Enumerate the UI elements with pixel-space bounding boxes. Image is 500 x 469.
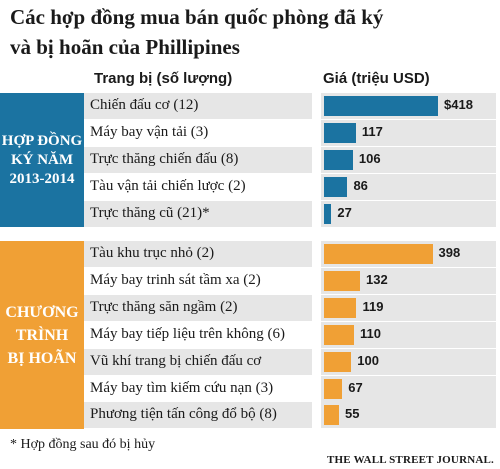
bar-row: Chiến đấu cơ (12) $418	[84, 93, 496, 119]
bar	[324, 297, 357, 318]
bar-track	[321, 402, 496, 429]
bar	[324, 149, 353, 170]
bar-row: Tàu khu trục nhỏ (2) 398	[84, 241, 496, 267]
bar	[324, 270, 360, 291]
category-label: Trực thăng cũ (21)*	[90, 204, 210, 221]
band-line: CHƯƠNG	[5, 303, 79, 321]
category-label: Trực thăng săn ngầm (2)	[90, 298, 238, 315]
bar-track	[321, 173, 496, 200]
category-label: Chiến đấu cơ (12)	[90, 97, 199, 113]
bar-row: Trực thăng chiến đấu (8) 106	[84, 146, 496, 173]
row-background	[84, 200, 312, 227]
category-label: Máy bay tiếp liệu trên không (6)	[90, 325, 285, 342]
band-line: HỢP ĐỒNG	[1, 132, 83, 149]
value-label: 67	[348, 379, 363, 395]
footnote: * Hợp đồng sau đó bị hủy	[10, 437, 156, 452]
bar-row: Tàu vận tải chiến lược (2) 86	[84, 173, 496, 200]
value-label: 110	[360, 325, 381, 341]
band-line: KÝ NĂM	[10, 151, 74, 168]
bar-row: Máy bay tiếp liệu trên không (6) 110	[84, 321, 496, 348]
row-background	[84, 348, 312, 375]
row-background	[84, 321, 312, 348]
bar-row: Vũ khí trang bị chiến đấu cơ 100	[84, 348, 496, 375]
category-label: Máy bay vận tải (3)	[90, 123, 209, 140]
row-background	[84, 119, 312, 146]
row-background	[84, 294, 312, 321]
bar	[324, 203, 332, 224]
source-credit: THE WALL STREET JOURNAL.	[326, 454, 494, 466]
bar	[324, 244, 433, 264]
bar	[324, 405, 339, 426]
bar-track	[321, 200, 496, 227]
category-label: Tàu vận tải chiến lược (2)	[90, 177, 246, 194]
row-background	[84, 267, 312, 294]
bar-track	[321, 375, 496, 402]
category-label: Máy bay tìm kiếm cứu nạn (3)	[90, 379, 274, 396]
bar-row: Trực thăng cũ (21)* 27	[84, 200, 496, 227]
value-label: 106	[358, 150, 381, 166]
category-label: Máy bay trinh sát tầm xa (2)	[90, 271, 261, 288]
title-line-2: và bị hoãn của Phillipines	[10, 35, 240, 59]
value-label: 27	[337, 204, 352, 220]
band-line: 2013-2014	[9, 170, 75, 187]
band-line: TRÌNH	[15, 326, 69, 344]
band-line: BỊ HOÃN	[7, 349, 77, 367]
title-line-1: Các hợp đồng mua bán quốc phòng đã ký	[10, 5, 384, 29]
row-background	[84, 241, 312, 267]
row-background	[84, 375, 312, 402]
price-column-header: Giá (triệu USD)	[323, 70, 430, 87]
category-label: Phương tiện tấn công đổ bộ (8)	[90, 406, 277, 423]
category-label: Tàu khu trục nhỏ (2)	[90, 245, 215, 261]
bar	[324, 96, 438, 116]
bar	[324, 324, 354, 345]
value-label: 398	[438, 245, 461, 260]
value-label: 55	[345, 406, 360, 422]
items-column-header: Trang bị (số lượng)	[94, 70, 233, 87]
bar	[324, 176, 348, 197]
bar	[324, 122, 356, 143]
row-background	[84, 173, 312, 200]
category-label: Trực thăng chiến đấu (8)	[90, 150, 239, 167]
signed-contracts-band: HỢP ĐỒNG KÝ NĂM 2013-2014	[0, 93, 84, 227]
bar-row: Phương tiện tấn công đổ bộ (8) 55	[84, 402, 496, 429]
value-label: 117	[361, 123, 383, 139]
value-label: $418	[444, 97, 473, 112]
row-background	[84, 93, 312, 119]
postponed-programs-band: CHƯƠNG TRÌNH BỊ HOÃN	[0, 241, 84, 429]
value-label: 86	[353, 177, 368, 193]
category-label: Vũ khí trang bị chiến đấu cơ	[90, 352, 262, 369]
bar-row: Máy bay vận tải (3) 117	[84, 119, 496, 146]
row-background	[84, 146, 312, 173]
row-background	[84, 402, 312, 429]
bar-row: Máy bay trinh sát tầm xa (2) 132	[84, 267, 496, 294]
value-label: 119	[362, 298, 384, 314]
value-label: 100	[357, 352, 379, 368]
value-label: 132	[366, 271, 388, 287]
bar-row: Trực thăng săn ngầm (2) 119	[84, 294, 496, 321]
bar	[324, 351, 352, 372]
bar	[324, 378, 343, 399]
bar-row: Máy bay tìm kiếm cứu nạn (3) 67	[84, 375, 496, 402]
chart-title: Các hợp đồng mua bán quốc phòng đã ký và…	[10, 2, 490, 62]
